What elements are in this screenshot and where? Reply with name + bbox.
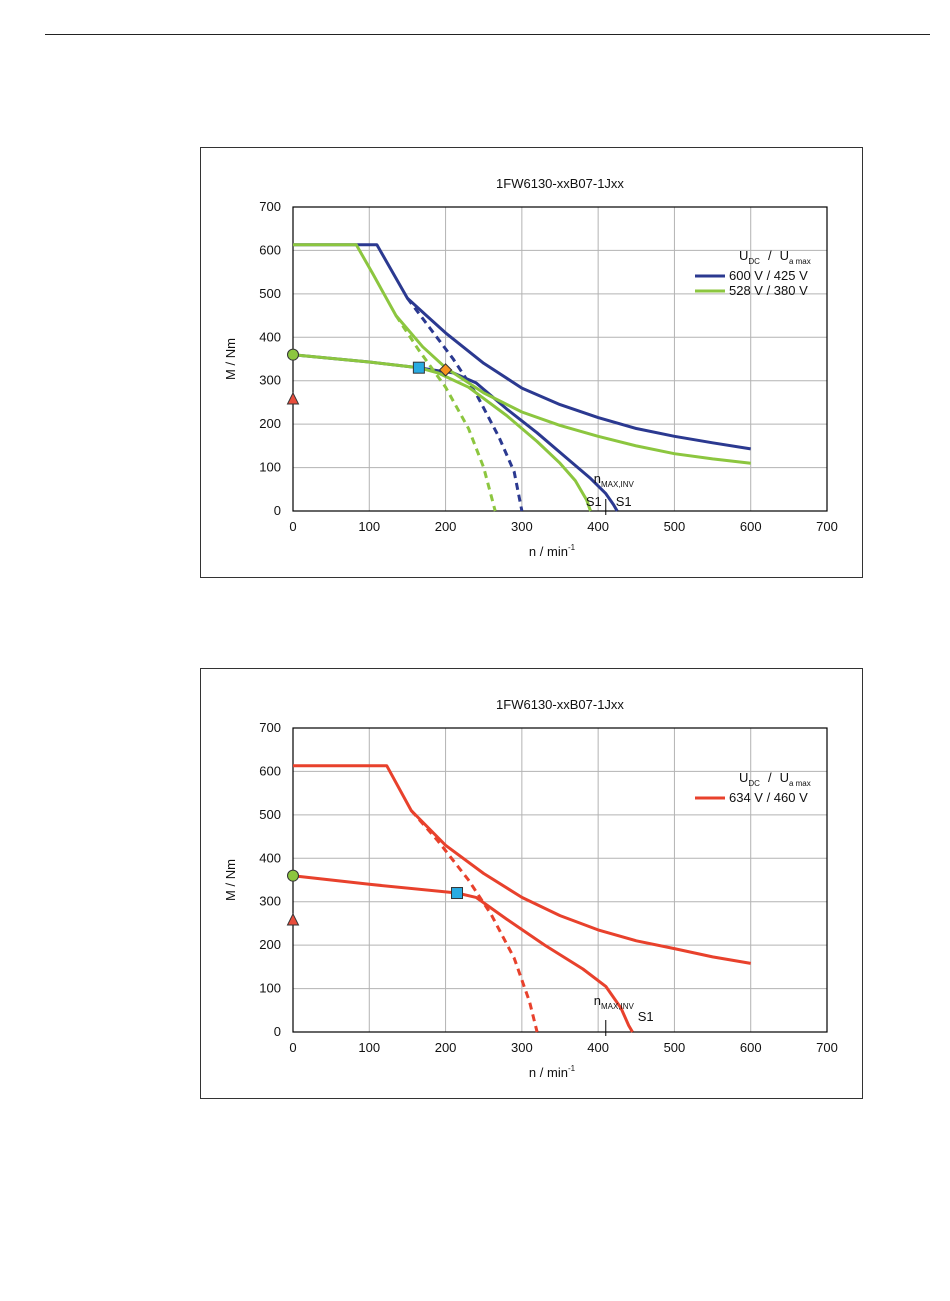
legend-header-header_main2: U — [780, 770, 789, 785]
x-axis-label-sup: -1 — [568, 543, 576, 552]
x-tick-label: 300 — [511, 519, 533, 534]
legend-header-header_sub1: DC — [748, 257, 760, 266]
y-tick-label: 200 — [259, 937, 281, 952]
y-axis-label: M / Nm — [223, 338, 238, 380]
legend-header-header_sep: / — [768, 248, 772, 263]
legend-header-header_sub2: a max — [789, 257, 811, 266]
x-tick-label: 400 — [587, 519, 609, 534]
nmax-label-sub: MAX,INV — [601, 480, 635, 489]
x-tick-label: 400 — [587, 1040, 609, 1055]
x-axis-label-main: n / min — [529, 544, 568, 559]
y-tick-label: 200 — [259, 416, 281, 431]
x-tick-label: 0 — [289, 1040, 296, 1055]
x-tick-label: 700 — [816, 519, 838, 534]
y-tick-label: 500 — [259, 286, 281, 301]
x-axis-label-main: n / min — [529, 1065, 568, 1080]
x-tick-label: 100 — [358, 1040, 380, 1055]
y-tick-label: 300 — [259, 373, 281, 388]
y-tick-label: 0 — [274, 503, 281, 518]
y-tick-label: 400 — [259, 850, 281, 865]
x-tick-label: 300 — [511, 1040, 533, 1055]
legend-header-header_main1: U — [739, 248, 748, 263]
y-tick-label: 600 — [259, 242, 281, 257]
triangle-marker — [286, 391, 300, 405]
series-1-dashed-line — [406, 297, 524, 512]
legend-header-header_main1: U — [739, 770, 748, 785]
x-tick-label: 0 — [289, 519, 296, 534]
s1-label-right: S1 — [616, 494, 632, 509]
nmax-label: nMAX,INV — [594, 471, 635, 489]
y-tick-label: 600 — [259, 763, 281, 778]
y-axis-label: M / Nm — [223, 859, 238, 901]
s1-label-left: S1 — [586, 494, 602, 509]
x-tick-label: 200 — [435, 1040, 457, 1055]
x-axis-label: n / min-1 — [529, 543, 576, 559]
y-tick-label: 500 — [259, 807, 281, 822]
square-marker — [451, 887, 464, 900]
torque-speed-chart-2: 1FW6130-xxB07-1Jxx 0 100 200 300 400 500 600 700… — [200, 668, 863, 1099]
circle-marker — [287, 348, 299, 361]
x-tick-label: 200 — [435, 519, 457, 534]
series-2-dashed-line — [394, 314, 497, 512]
legend-entry-1: 600 V / 425 V — [729, 268, 808, 283]
legend-header-header_sep: / — [768, 770, 772, 785]
legend-header-header_sub2: a max — [789, 779, 811, 788]
torque-speed-chart-1: 1FW6130-xxB07-1Jxx 0 100 200 300 400 500 600 700… — [200, 147, 863, 578]
series-1-solid-line — [292, 874, 634, 1033]
series-1-dashed-line — [410, 809, 539, 1033]
series-2-solid-line — [292, 353, 592, 512]
x-tick-label: 500 — [664, 519, 686, 534]
y-tick-label: 0 — [274, 1024, 281, 1039]
legend-header: UDC / Ua max — [739, 770, 811, 788]
x-axis-label-sup: -1 — [568, 1064, 576, 1073]
legend-entry-1: 634 V / 460 V — [729, 790, 808, 805]
triangle-marker — [286, 912, 300, 926]
x-tick-label: 100 — [358, 519, 380, 534]
chart-2-svg: 1FW6130-xxB07-1Jxx 0 100 200 300 400 500 600 700… — [223, 697, 838, 1080]
series-1-solid-line — [292, 353, 619, 512]
series-2-solid-line — [293, 243, 751, 465]
y-tick-label: 700 — [259, 720, 281, 735]
x-tick-label: 700 — [816, 1040, 838, 1055]
nmax-label-main: n — [594, 471, 601, 486]
nmax-label-sub: MAX,INV — [601, 1002, 635, 1011]
chart-1-svg: 1FW6130-xxB07-1Jxx 0 100 200 300 400 500 600 700… — [223, 176, 838, 559]
s1-label-right: S1 — [638, 1009, 654, 1024]
x-tick-label: 600 — [740, 519, 762, 534]
y-tick-label: 700 — [259, 199, 281, 214]
series-1-solid-line — [293, 764, 751, 965]
chart-title: 1FW6130-xxB07-1Jxx — [496, 697, 624, 712]
diamond-marker — [438, 363, 453, 377]
x-tick-label: 500 — [664, 1040, 686, 1055]
y-tick-label: 100 — [259, 460, 281, 475]
nmax-label: nMAX,INV — [594, 993, 635, 1011]
y-tick-label: 300 — [259, 894, 281, 909]
page-top-rule — [45, 34, 930, 35]
legend-header: UDC / Ua max — [739, 248, 811, 266]
legend-header-header_main2: U — [780, 248, 789, 263]
y-tick-label: 400 — [259, 329, 281, 344]
square-marker — [412, 361, 425, 374]
nmax-label-main: n — [594, 993, 601, 1008]
legend-entry-2: 528 V / 380 V — [729, 283, 808, 298]
circle-marker — [287, 869, 299, 882]
x-tick-label: 600 — [740, 1040, 762, 1055]
legend-header-header_sub1: DC — [748, 779, 760, 788]
y-tick-label: 100 — [259, 981, 281, 996]
chart-title: 1FW6130-xxB07-1Jxx — [496, 176, 624, 191]
x-axis-label: n / min-1 — [529, 1064, 576, 1080]
